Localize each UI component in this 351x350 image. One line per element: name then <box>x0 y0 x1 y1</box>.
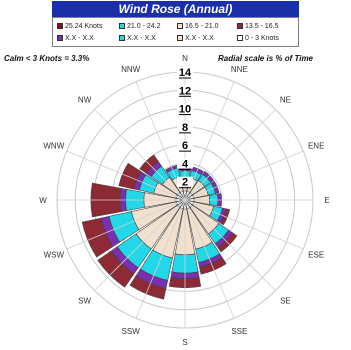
radial-tick-bg <box>177 158 193 169</box>
direction-label: S <box>182 338 187 347</box>
radial-tick-label: 14 <box>179 67 192 79</box>
calm-note: Calm < 3 Knots = 3.3% <box>4 54 90 63</box>
direction-label: NE <box>280 96 291 105</box>
rose-sector <box>199 257 227 275</box>
direction-spoke <box>184 199 276 291</box>
rose-sector <box>81 217 114 258</box>
rose-sector <box>129 275 167 300</box>
radial-tick-label: 12 <box>179 85 191 97</box>
direction-labels: N NNE NE ENE E ESE SE SSE S SSW SW WSW W WNW NW NNW <box>39 54 329 347</box>
radial-tick-labels: 2 4 6 8 10 12 14 <box>177 67 193 189</box>
legend-label: 0 - 3 Knots <box>245 34 279 42</box>
direction-label: WNW <box>43 142 64 151</box>
direction-label: SW <box>78 296 91 305</box>
direction-label: SSE <box>231 327 247 336</box>
radial-tick-bg <box>177 85 193 96</box>
radial-tick-bg <box>177 121 193 132</box>
legend-label: X.X - X.X <box>185 34 214 42</box>
radial-tick-bg <box>177 140 193 151</box>
direction-spoke <box>94 109 186 201</box>
legend-label: X.X - X.X <box>65 34 94 42</box>
legend-swatch <box>119 23 125 29</box>
legend-item: 25.24 Knots <box>57 21 102 31</box>
legend-label: 13.5 - 16.5 <box>245 22 279 30</box>
direction-spoke <box>184 109 276 201</box>
legend-label: 25.24 Knots <box>65 22 103 30</box>
legend-label: 21.0 - 24.2 <box>127 22 161 30</box>
direction-spoke <box>184 199 235 319</box>
legend-swatch <box>237 23 243 29</box>
radial-tick-label: 4 <box>182 158 189 170</box>
direction-label: NNW <box>121 65 141 74</box>
legend-swatch <box>237 35 243 41</box>
direction-spoke <box>66 199 186 250</box>
direction-spoke <box>184 81 235 201</box>
direction-spoke <box>135 199 186 319</box>
legend-swatch <box>177 23 183 29</box>
direction-label: NNE <box>231 65 248 74</box>
radial-tick-bg <box>177 103 193 114</box>
rose-sector <box>118 162 142 190</box>
direction-spoke <box>66 150 186 201</box>
legend-swatch <box>57 23 63 29</box>
direction-label: SE <box>280 296 291 305</box>
legend-swatch <box>57 35 63 41</box>
legend-item: 16.5 - 21.0 <box>177 21 218 31</box>
direction-label: WSW <box>44 250 65 259</box>
direction-spokes <box>57 72 313 328</box>
legend-swatch <box>119 35 125 41</box>
direction-label: N <box>182 54 188 63</box>
direction-label: W <box>39 196 47 205</box>
direction-label: SSW <box>122 327 141 336</box>
radial-scale-note: Radial scale is % of Time <box>218 54 314 63</box>
legend-label: X.X - X.X <box>127 34 156 42</box>
radial-tick-bg <box>177 67 193 77</box>
direction-label: E <box>324 196 329 205</box>
direction-label: ENE <box>308 142 324 151</box>
legend: 25.24 Knots 21.0 - 24.2 16.5 - 21.0 13.5… <box>52 17 299 47</box>
legend-swatch <box>177 35 183 41</box>
direction-spoke <box>184 150 304 201</box>
direction-label: NW <box>78 96 92 105</box>
legend-item: 13.5 - 16.5 <box>237 21 278 31</box>
direction-label: ESE <box>308 250 324 259</box>
direction-spoke <box>135 81 186 201</box>
radial-tick-label: 8 <box>182 122 188 134</box>
legend-item: X.X - X.X <box>119 33 156 43</box>
legend-item: X.X - X.X <box>177 33 214 43</box>
legend-label: 16.5 - 21.0 <box>185 22 219 30</box>
legend-item: 0 - 3 Knots <box>237 33 279 43</box>
radial-tick-label: 6 <box>182 140 188 152</box>
legend-item: X.X - X.X <box>57 33 94 43</box>
legend-item: 21.0 - 24.2 <box>119 21 160 31</box>
chart-title: Wind Rose (Annual) <box>52 1 299 17</box>
radial-tick-label: 2 <box>182 177 188 189</box>
direction-spoke <box>184 199 304 250</box>
direction-spoke <box>94 199 186 291</box>
rose-sectors <box>81 154 238 300</box>
radial-tick-label: 10 <box>179 104 191 116</box>
radial-tick-bg <box>177 176 193 187</box>
